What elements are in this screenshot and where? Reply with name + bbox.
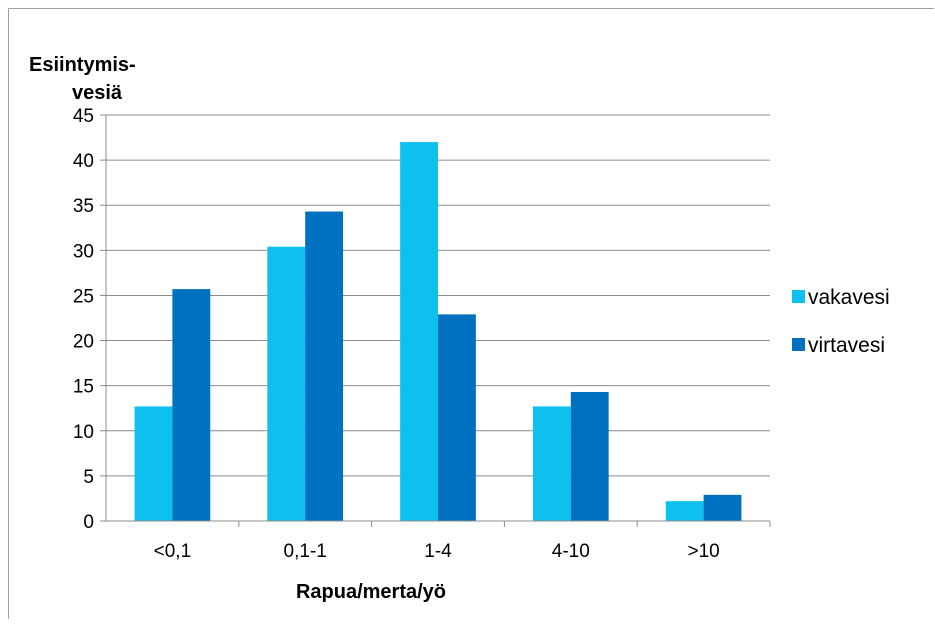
y-tick-label: 45	[73, 106, 94, 127]
x-axis-title: Rapua/merta/yö	[296, 581, 446, 603]
bar-vakavesi-1	[267, 246, 306, 522]
bar-vakavesi-0	[134, 406, 173, 521]
y-tick-label: 25	[73, 286, 94, 307]
legend-swatch-virtavesi	[792, 338, 805, 351]
bar-vakavesi-3	[532, 406, 571, 521]
x-tick-label: <0,1	[154, 541, 192, 562]
x-tick-label: >10	[687, 541, 719, 562]
axes	[100, 114, 771, 527]
tick-labels: 0 5 10 15 20 25 30 35 40 45 <0,1 0,1-1 1-4 4-10 >10	[73, 106, 720, 562]
y-tick-label: 40	[73, 151, 94, 172]
y-tick-label: 15	[73, 377, 94, 398]
y-axis-title-line-1: Esiintymis-	[29, 54, 136, 76]
bar-virtavesi-2	[438, 314, 476, 521]
y-tick-label: 35	[73, 196, 94, 217]
legend: vakavesi virtavesi	[792, 286, 890, 357]
bar-vakavesi-4	[665, 501, 704, 521]
legend-label-virtavesi: virtavesi	[808, 334, 885, 357]
y-tick-label: 10	[73, 422, 94, 443]
chart-frame: 0 5 10 15 20 25 30 35 40 45 <0,1 0,1-1 1-4 4-10 >10 Es…	[8, 8, 934, 619]
bar-virtavesi-3	[570, 391, 609, 521]
y-tick-label: 30	[73, 241, 94, 262]
bar-virtavesi-4	[703, 494, 742, 521]
bars	[134, 142, 742, 522]
bar-vakavesi-2	[400, 142, 438, 522]
legend-swatch-vakavesi	[792, 290, 805, 303]
x-tick-label: 4-10	[552, 541, 590, 562]
y-axis-title-line-2: vesiä	[72, 82, 123, 104]
y-tick-label: 0	[83, 512, 94, 533]
x-tick-label: 0,1-1	[284, 541, 327, 562]
y-tick-label: 20	[73, 332, 94, 353]
legend-label-vakavesi: vakavesi	[808, 286, 890, 309]
y-tick-label: 5	[83, 467, 94, 488]
bar-virtavesi-0	[172, 289, 211, 521]
x-tick-label: 1-4	[424, 541, 452, 562]
bar-virtavesi-1	[305, 211, 344, 521]
bar-chart: 0 5 10 15 20 25 30 35 40 45 <0,1 0,1-1 1-4 4-10 >10 Es…	[29, 54, 890, 603]
